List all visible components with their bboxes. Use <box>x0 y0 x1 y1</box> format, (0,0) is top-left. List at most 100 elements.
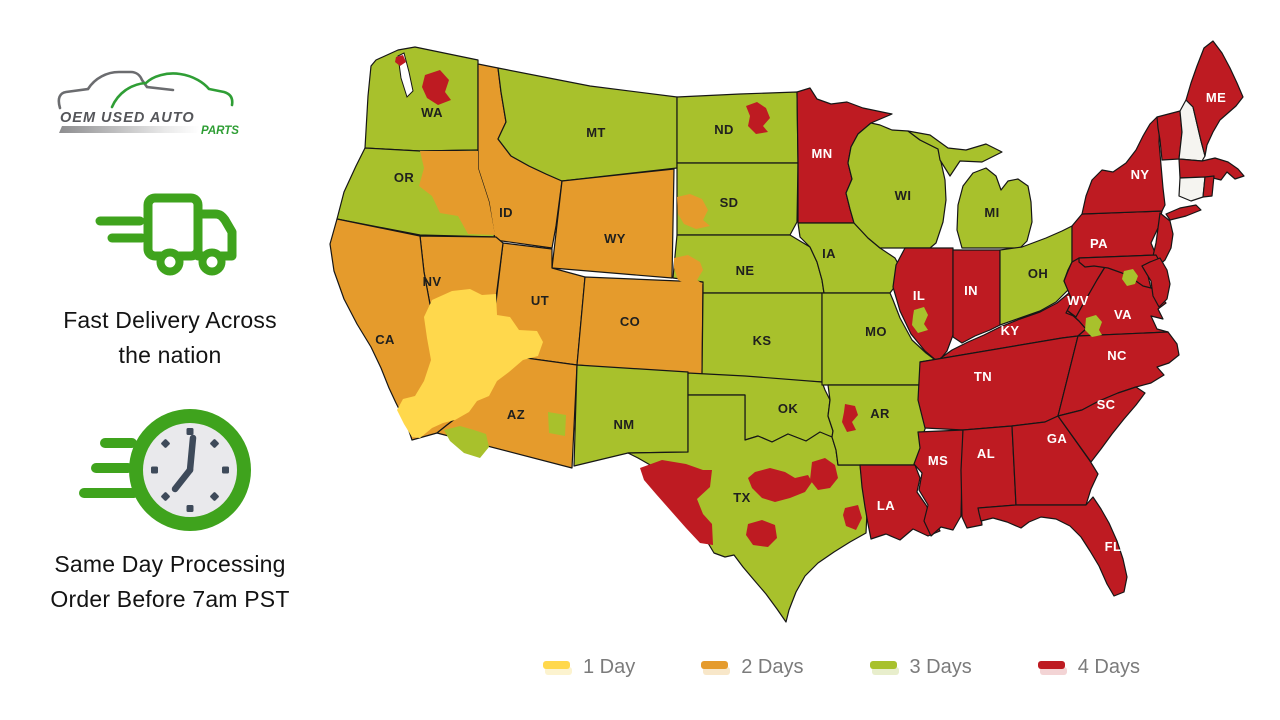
legend-label: 2 Days <box>741 656 804 678</box>
state-label-ND: ND <box>714 122 734 137</box>
legend-swatch-1-day <box>543 660 572 675</box>
state-MT <box>497 67 678 182</box>
legend-swatch-color <box>701 660 729 669</box>
legend-swatch-color <box>543 660 570 669</box>
state-label-MI: MI <box>984 205 999 220</box>
dc-zone-patch <box>1122 269 1138 286</box>
legend-swatch-shadow <box>545 666 572 675</box>
state-label-WV: WV <box>1067 293 1089 308</box>
state-VT <box>1156 110 1183 161</box>
state-label-NY: NY <box>1131 167 1150 182</box>
clock-icon <box>79 409 251 531</box>
state-label-AZ: AZ <box>507 407 525 422</box>
company-logo: OEM USED AUTO PARTS <box>57 70 239 137</box>
sd-west-zone-patch <box>677 194 710 229</box>
logo-car-outline <box>110 72 234 109</box>
legend-label: 1 Day <box>583 656 636 678</box>
legend-item-3-day: 3 Days <box>869 656 972 679</box>
state-label-WA: WA <box>421 105 443 120</box>
state-label-UT: UT <box>531 293 549 308</box>
tx-central-zone-patch <box>748 468 812 502</box>
state-label-PA: PA <box>1090 236 1108 251</box>
il-zone-patch <box>912 307 928 333</box>
state-LA <box>859 464 941 541</box>
state-PA <box>1071 210 1163 263</box>
state-label-SD: SD <box>720 195 739 210</box>
state-label-IN: IN <box>964 283 978 298</box>
truck-wheel-right <box>198 248 226 276</box>
or-east-zone-patch <box>419 151 495 235</box>
legend-label: 3 Days <box>909 656 972 678</box>
state-label-SC: SC <box>1097 397 1116 412</box>
state-label-ME: ME <box>1206 90 1226 105</box>
state-CT <box>1178 176 1206 202</box>
state-label-NE: NE <box>736 263 755 278</box>
tx-south-zone-patch <box>746 520 777 547</box>
vegas-zone-patch <box>397 289 543 438</box>
state-label-NV: NV <box>423 274 442 289</box>
legend-item-1-day: 1 Day <box>543 656 635 679</box>
state-label-OR: OR <box>394 170 415 185</box>
clock-ticks <box>151 428 229 512</box>
fast-delivery-line1: Fast Delivery Across <box>63 307 277 333</box>
tx-ne-zone-patch <box>810 458 838 490</box>
ne-west-zone-patch <box>674 255 703 286</box>
state-label-GA: GA <box>1047 431 1068 446</box>
state-WA <box>364 46 479 152</box>
state-label-NM: NM <box>613 417 634 432</box>
state-FL <box>977 496 1128 597</box>
delivery-truck-icon <box>95 193 237 276</box>
state-label-CA: CA <box>375 332 395 347</box>
state-ND <box>676 91 799 164</box>
state-label-VA: VA <box>1114 307 1132 322</box>
wa-north-zone-dot <box>395 55 406 66</box>
state-NM <box>573 364 689 467</box>
state-label-CO: CO <box>620 314 640 329</box>
legend-swatch-shadow <box>871 666 899 675</box>
state-label-KY: KY <box>1001 323 1020 338</box>
state-MI <box>956 167 1033 249</box>
state-label-WY: WY <box>604 231 626 246</box>
logo-underline-bar <box>59 126 200 133</box>
state-WI <box>845 122 947 249</box>
clock-hands <box>171 434 197 493</box>
tx-east-zone-patch <box>843 505 862 530</box>
legend-swatch-shadow <box>703 666 731 675</box>
fast-delivery-caption: Fast Delivery Across the nation <box>20 303 320 373</box>
state-label-AL: AL <box>977 446 995 461</box>
legend-label: 4 Days <box>1077 656 1140 678</box>
same-day-caption: Same Day Processing Order Before 7am PST <box>20 547 320 617</box>
state-label-TN: TN <box>974 369 992 384</box>
fast-delivery-line2: the nation <box>118 342 222 368</box>
state-label-NC: NC <box>1107 348 1127 363</box>
state-MI <box>907 130 1003 177</box>
legend-swatch-color <box>1037 660 1065 669</box>
state-WY <box>551 168 675 279</box>
az-south-zone-patch <box>444 426 489 458</box>
logo-text-line1: OEM USED AUTO <box>60 110 195 126</box>
same-day-line1: Same Day Processing <box>54 551 286 577</box>
seattle-zone-patch <box>422 70 451 105</box>
legend-swatch-3-day <box>869 660 899 675</box>
state-label-ID: ID <box>499 205 513 220</box>
state-label-MS: MS <box>928 453 948 468</box>
state-ME <box>1185 40 1244 157</box>
state-MS <box>913 429 964 537</box>
state-label-FL: FL <box>1105 539 1122 554</box>
state-MD <box>1141 257 1171 308</box>
state-label-MO: MO <box>865 324 887 339</box>
state-label-TX: TX <box>733 490 750 505</box>
legend-swatch-shadow <box>1039 666 1067 675</box>
az-se-zone-patch <box>548 412 566 436</box>
truck-wheel-left <box>156 248 184 276</box>
legend-item-4-day: 4 Days <box>1037 656 1140 679</box>
state-label-MN: MN <box>811 146 832 161</box>
state-NY <box>1081 116 1166 215</box>
tx-west-zone-patch <box>640 460 713 545</box>
state-label-WI: WI <box>895 188 912 203</box>
truck-cab <box>193 209 237 261</box>
state-NY <box>1165 204 1202 221</box>
legend-item-2-day: 2 Days <box>701 656 804 679</box>
